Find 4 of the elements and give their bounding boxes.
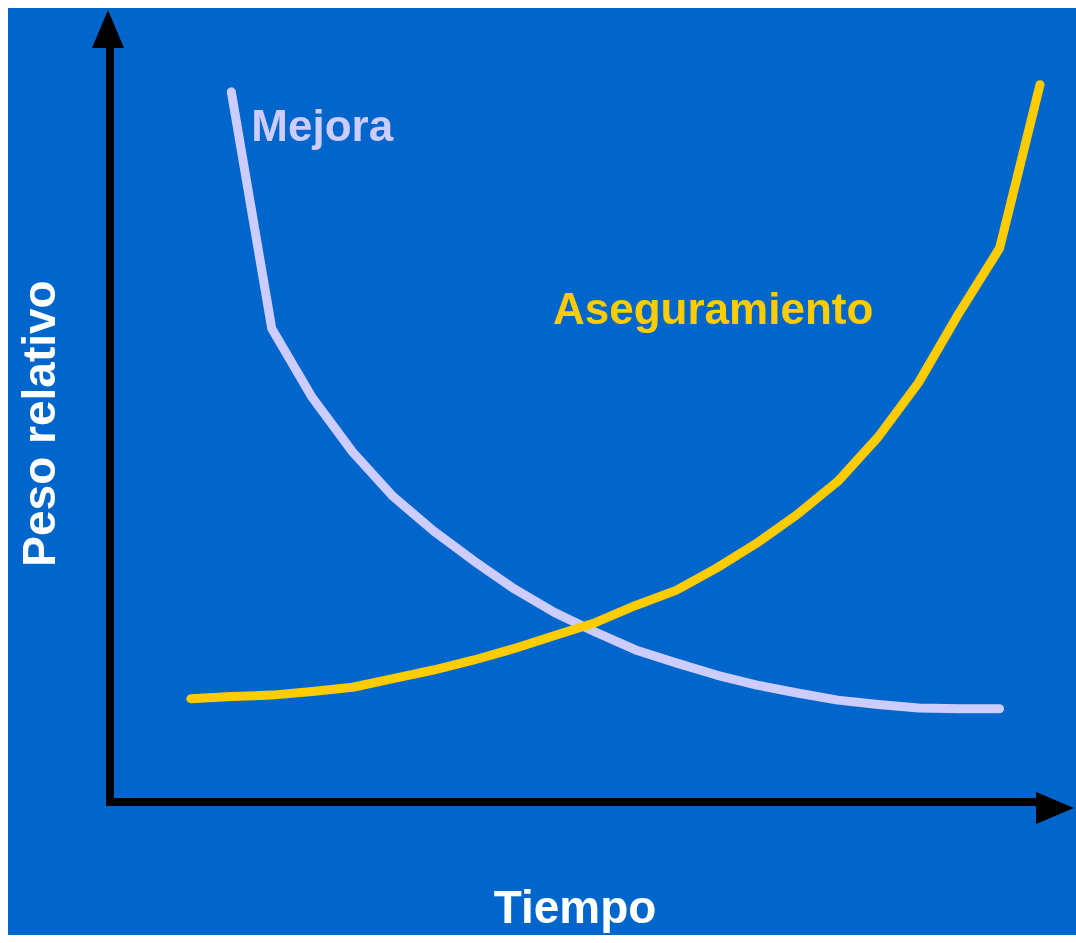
series-label: Mejora xyxy=(251,101,394,151)
x-axis-title: Tiempo xyxy=(493,881,657,933)
y-axis-title: Peso relativo xyxy=(13,280,65,567)
series-label: Aseguramiento xyxy=(553,284,874,334)
